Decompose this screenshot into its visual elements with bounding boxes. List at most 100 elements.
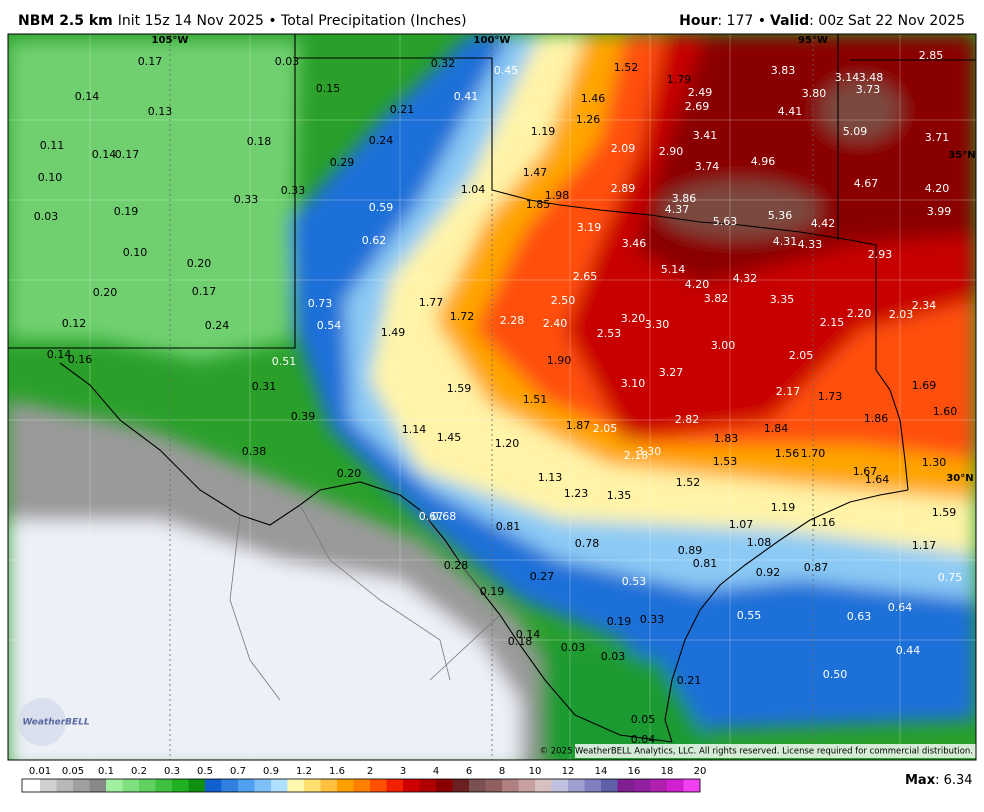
point-label: 1.52 [614,61,639,74]
point-label: 3.82 [704,292,729,305]
colorbar-swatch [535,779,552,792]
point-label: 4.42 [811,217,836,230]
point-label: 0.55 [737,609,762,622]
colorbar-swatch [221,779,239,792]
valid-label: Valid [770,13,809,29]
point-label: 0.18 [508,635,533,648]
colorbar-swatch [419,779,437,792]
point-label: 0.18 [247,135,272,148]
point-label: 2.65 [573,270,598,283]
point-label: 3.46 [622,237,647,250]
point-label: 1.53 [713,455,738,468]
point-label: 0.13 [148,105,173,118]
point-label: 2.89 [611,182,636,195]
point-label: 0.64 [888,601,913,614]
point-label: 2.50 [551,294,576,307]
point-label: 1.60 [933,405,958,418]
colorbar-swatch [353,779,371,792]
point-label: 2.17 [776,385,801,398]
point-label: 0.24 [369,134,394,147]
point-label: 3.83 [771,64,796,77]
point-label: 0.33 [234,193,259,206]
point-label: 0.17 [115,148,140,161]
colorbar-swatch [89,779,107,792]
point-label: 1.46 [581,92,606,105]
colorbar-swatch [155,779,173,792]
hour: : 177 • [717,13,766,29]
point-label: 1.47 [523,166,548,179]
point-label: 2.53 [597,327,622,340]
colorbar-label: 0.1 [98,766,114,777]
point-label: 2.03 [889,308,914,321]
point-label: 0.39 [291,410,316,423]
colorbar-label: 4 [433,766,439,777]
colorbar-swatch [172,779,189,792]
point-label: 0.20 [337,467,362,480]
point-label: 3.48 [859,71,884,84]
point-label: 1.67 [853,465,878,478]
colorbar-swatch [304,779,321,792]
colorbar-swatch [386,779,404,792]
point-label: 0.24 [205,319,230,332]
point-label: 0.03 [601,650,626,663]
point-label: 0.27 [530,570,555,583]
point-label: 0.19 [480,585,505,598]
colorbar-swatch [73,779,90,792]
point-label: 1.19 [771,501,796,514]
colorbar-swatch [22,779,41,792]
colorbar-swatch [139,779,156,792]
colorbar-label: 0.7 [230,766,246,777]
point-label: 3.41 [693,129,718,142]
grid-label: 95°W [798,35,828,46]
point-label: 0.33 [640,613,665,626]
point-label: 0.50 [823,668,848,681]
point-label: 5.36 [768,209,793,222]
point-label: 1.69 [912,379,937,392]
point-label: 4.31 [773,235,798,248]
colorbar-label: 16 [628,766,641,777]
colorbar-label: 3 [400,766,406,777]
point-label: 0.67 [419,510,444,523]
point-label: 1.64 [865,473,890,486]
colorbar-swatch [683,779,701,792]
colorbar-label: 0.2 [131,766,147,777]
point-label: 3.14 [835,71,860,84]
point-label: 2.69 [685,100,710,113]
point-label: 1.08 [747,536,772,549]
point-label: 0.03 [275,55,300,68]
point-label: 4.33 [798,238,823,251]
point-label: 3.86 [672,192,697,205]
point-label: 0.17 [192,285,217,298]
point-label: 1.51 [523,393,548,406]
colorbar-swatch [271,779,288,792]
copyright: © 2025 WeatherBELL Analytics, LLC. All r… [540,747,973,757]
point-label: 0.53 [622,575,647,588]
point-label: 0.33 [281,184,306,197]
point-label: 1.07 [729,518,754,531]
header-right: Hour: 177 • Valid: 00z Sat 22 Nov 2025 [679,13,965,29]
point-label: 0.19 [607,615,632,628]
point-label: 1.59 [447,382,472,395]
grid-label: 30°N [946,473,973,484]
point-label: 2.90 [659,145,684,158]
colorbar-swatch [188,779,206,792]
point-label: 0.78 [575,537,600,550]
point-label: 1.52 [676,476,701,489]
point-label: 1.90 [547,354,572,367]
colorbar-swatch [452,779,470,792]
colorbar-swatch [238,779,255,792]
colorbar-swatch [106,779,123,792]
point-label: 0.14 [92,148,117,161]
point-label: 0.32 [431,57,456,70]
point-label: 3.73 [856,83,881,96]
point-label: 2.34 [912,299,937,312]
colorbar-label: 1.2 [296,766,312,777]
point-label: 0.41 [454,90,479,103]
point-label: 0.59 [369,201,394,214]
point-label: 3.30 [637,445,662,458]
grid-label: 100°W [474,35,511,46]
colorbar-label: 0.3 [164,766,180,777]
point-label: 4.20 [925,182,950,195]
